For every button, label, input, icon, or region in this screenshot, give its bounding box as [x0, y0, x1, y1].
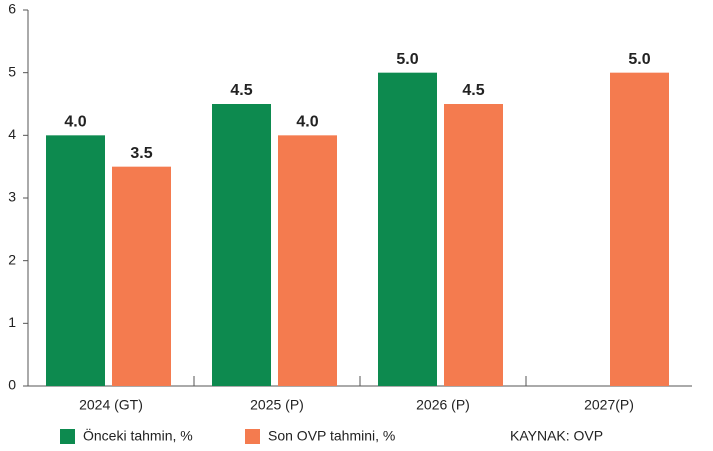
value-label: 3.5	[130, 145, 152, 162]
bar	[444, 104, 503, 386]
bar	[112, 166, 171, 386]
legend-label: Önceki tahmin, %	[83, 427, 193, 444]
bar	[610, 72, 669, 387]
value-label: 5.0	[628, 51, 650, 68]
value-label: 5.0	[396, 51, 418, 68]
x-tick-label: 2026 (P)	[416, 397, 470, 413]
x-tick-label: 2024 (GT)	[79, 397, 143, 413]
y-tick-label: 0	[8, 377, 16, 393]
y-tick-label: 2	[8, 251, 16, 267]
y-tick-label: 3	[8, 189, 16, 205]
x-tick-label: 2025 (P)	[250, 397, 304, 413]
legend-swatch	[245, 429, 260, 444]
y-tick-label: 5	[8, 63, 16, 79]
value-label: 4.5	[230, 82, 252, 99]
value-label: 4.0	[64, 114, 86, 131]
y-tick-label: 6	[8, 1, 16, 17]
value-label: 4.0	[296, 114, 318, 131]
bar	[278, 135, 337, 386]
x-tick-label: 2027(P)	[584, 397, 634, 413]
source-note: KAYNAK: OVP	[510, 428, 603, 444]
bar	[46, 135, 105, 386]
y-tick-label: 4	[8, 126, 16, 142]
legend-swatch	[60, 429, 75, 444]
legend-label: Son OVP tahmini, %	[268, 428, 395, 444]
value-label: 4.5	[462, 82, 484, 99]
bar	[212, 104, 271, 386]
y-tick-label: 1	[8, 314, 16, 330]
bar	[378, 72, 437, 387]
